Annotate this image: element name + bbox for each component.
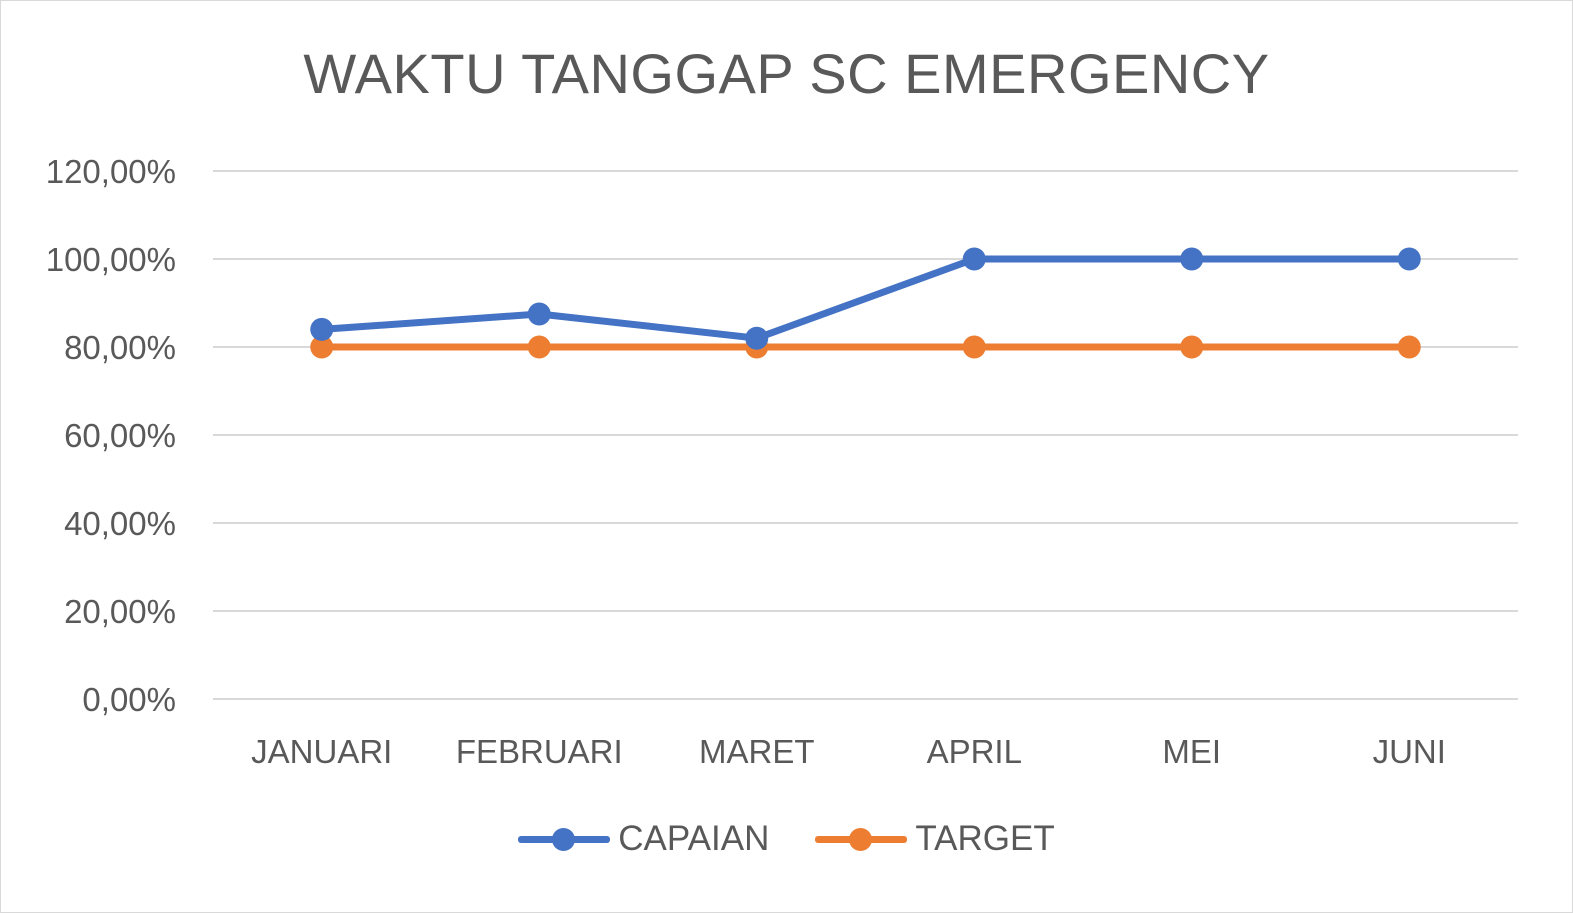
x-tick-label-1: FEBRUARI [456,733,623,770]
y-tick-label-0: 0,00% [82,681,176,718]
legend-swatch-capaian [518,819,611,859]
point-target-5 [1397,335,1421,359]
x-tick-label-5: JUNI [1373,733,1446,770]
x-tick-label-4: MEI [1162,733,1221,770]
x-tick-label-2: MARET [699,733,815,770]
series-line-capaian [318,255,1413,342]
point-capaian-0 [310,317,334,341]
y-tick-label-2: 40,00% [64,505,176,542]
y-tick-label-5: 100,00% [46,241,176,278]
legend: CAPAIAN TARGET [1,819,1572,859]
legend-label-target: TARGET [915,819,1055,858]
point-capaian-2 [745,326,769,350]
y-tick-label-6: 120,00% [46,153,176,190]
legend-item-capaian: CAPAIAN [518,819,769,859]
legend-item-target: TARGET [815,819,1055,859]
point-target-3 [962,335,986,359]
legend-swatch-target [815,819,908,859]
point-target-1 [527,335,551,359]
point-target-0 [310,335,334,359]
point-capaian-5 [1397,247,1421,271]
point-capaian-3 [962,247,986,271]
point-capaian-4 [1180,247,1204,271]
legend-marker-target [849,828,873,851]
legend-marker-capaian [552,828,576,851]
x-tick-label-0: JANUARI [251,733,392,770]
point-target-4 [1180,335,1204,359]
legend-label-capaian: CAPAIAN [618,819,770,858]
y-tick-label-1: 20,00% [64,593,176,630]
chart-title: WAKTU TANGGAP SC EMERGENCY [303,42,1270,105]
y-tick-label-3: 60,00% [64,417,176,454]
x-tick-label-3: APRIL [927,733,1022,770]
y-tick-label-4: 80,00% [64,329,176,366]
point-capaian-1 [527,302,551,326]
